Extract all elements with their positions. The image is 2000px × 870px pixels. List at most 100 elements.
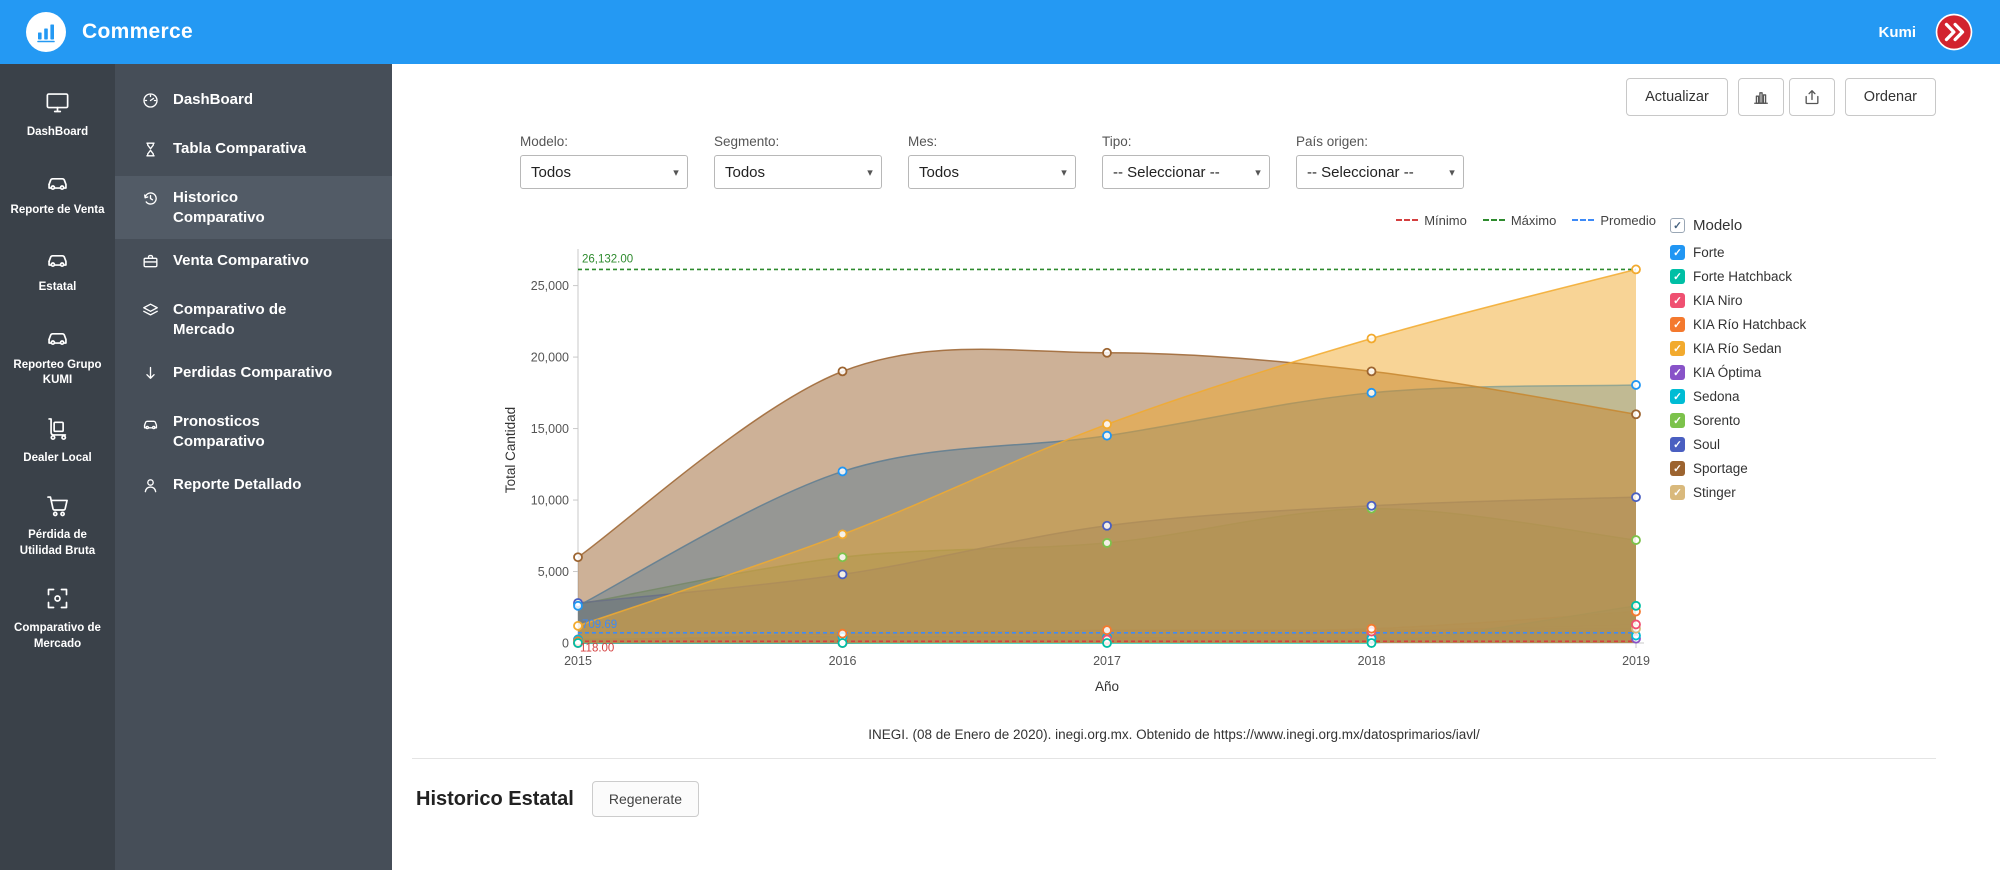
- legend-item-kia-rio-hatchback[interactable]: ✓KIA Río Hatchback: [1670, 317, 1860, 332]
- export-button[interactable]: [1789, 78, 1835, 116]
- menu-item-icon-wrap: [141, 301, 160, 325]
- user-name[interactable]: Kumi: [1879, 24, 1917, 41]
- filter-select-segmento[interactable]: Todos: [714, 155, 882, 189]
- brand-badge-icon: [1934, 12, 1974, 52]
- svg-text:2015: 2015: [564, 654, 592, 668]
- menu-item-tabla-comparativa[interactable]: Tabla Comparativa: [115, 127, 392, 176]
- legend-item-sorento[interactable]: ✓Sorento: [1670, 413, 1860, 428]
- sidebar-item-perdida-de-utilidad-bruta[interactable]: Pérdida de Utilidad Bruta: [0, 479, 115, 572]
- app-root: Commerce Kumi DashBoardReporte de VentaE…: [0, 0, 2000, 870]
- sidebar-item-label: Reporteo Grupo KUMI: [6, 358, 109, 389]
- sidebar-item-estatal[interactable]: Estatal: [0, 231, 115, 309]
- menu-item-icon-wrap: [141, 189, 160, 213]
- filter-select-mes[interactable]: Todos: [908, 155, 1076, 189]
- toolbar: Actualizar Ordenar: [412, 78, 1936, 116]
- primary-sidebar: DashBoardReporte de VentaEstatal Reporteo…: [0, 64, 115, 870]
- checkbox-checked-icon[interactable]: ✓: [1670, 485, 1685, 500]
- legend-item-soul[interactable]: ✓ Soul: [1670, 437, 1860, 452]
- actualizar-button[interactable]: Actualizar: [1626, 78, 1728, 116]
- filter-select-modelo[interactable]: Todos: [520, 155, 688, 189]
- legend-item-label: Forte Hatchback: [1693, 269, 1792, 284]
- menu-item-label: Comparativo de Mercado: [173, 300, 333, 339]
- filter-label: País origen:: [1296, 134, 1464, 149]
- bar-chart-logo-icon: [34, 20, 58, 44]
- legend-item-label: Stinger: [1693, 485, 1736, 500]
- legend-item-stinger[interactable]: ✓ Stinger: [1670, 485, 1860, 500]
- legend-item-forte[interactable]: ✓Forte: [1670, 245, 1860, 260]
- filter-label: Mes:: [908, 134, 1076, 149]
- history-icon: [141, 189, 160, 208]
- regenerate-button[interactable]: Regenerate: [592, 781, 699, 817]
- menu-item-pronosticos-comparativo[interactable]: Pronosticos Comparativo: [115, 400, 392, 463]
- legend-item-label: Soul: [1693, 437, 1720, 452]
- sidebar-item-dealer-local[interactable]: Dealer Local: [0, 402, 115, 480]
- sidebar-item-reporteo-grupo-kumi[interactable]: Reporteo Grupo KUMI: [0, 309, 115, 402]
- filter-label: Segmento:: [714, 134, 882, 149]
- legend-header[interactable]: ✓Modelo: [1670, 217, 1860, 234]
- menu-item-label: Tabla Comparativa: [173, 139, 306, 159]
- down-arrow-icon: [141, 364, 160, 383]
- legend-item-forte-hatchback[interactable]: ✓ Forte Hatchback: [1670, 269, 1860, 284]
- bar-chart-icon: [1751, 87, 1771, 107]
- legend-item-kia-niro[interactable]: ✓KIA Niro: [1670, 293, 1860, 308]
- svg-text:2019: 2019: [1622, 654, 1650, 668]
- car-icon: [141, 413, 160, 432]
- legend-item-kia-optima[interactable]: ✓ KIA Óptima: [1670, 365, 1860, 380]
- menu-item-reporte-detallado[interactable]: Reporte Detallado: [115, 463, 392, 512]
- select-wrap: -- Seleccionar --▾: [1102, 155, 1270, 189]
- sidebar-item-label: Comparativo de Mercado: [6, 621, 109, 652]
- svg-text:Año: Año: [1095, 679, 1119, 694]
- chart-main: MínimoMáximoPromedio 05,00010,00015,0002…: [500, 209, 1660, 701]
- sidebar-item-comparativo-de-mercado[interactable]: Comparativo de Mercado: [0, 572, 115, 665]
- menu-item-dashboard[interactable]: DashBoard: [115, 78, 392, 127]
- stat-legend-minimo: Mínimo: [1396, 213, 1467, 228]
- checkbox-checked-icon[interactable]: ✓: [1670, 461, 1685, 476]
- svg-text:20,000: 20,000: [531, 351, 569, 365]
- checkbox-checked-icon[interactable]: ✓: [1670, 341, 1685, 356]
- legend-item-sportage[interactable]: ✓Sportage: [1670, 461, 1860, 476]
- filter-label: Modelo:: [520, 134, 688, 149]
- person-icon: [141, 476, 160, 495]
- stat-legend-maximo: Máximo: [1483, 213, 1557, 228]
- section-title: Historico Estatal: [416, 788, 574, 811]
- checkbox-checked-icon[interactable]: ✓: [1670, 365, 1685, 380]
- chart-area: MínimoMáximoPromedio 05,00010,00015,0002…: [500, 209, 1936, 701]
- sidebar-item-reporte-de-venta[interactable]: Reporte de Venta: [0, 154, 115, 232]
- menu-item-icon-wrap: [141, 364, 160, 388]
- export-icon: [1802, 87, 1822, 107]
- legend-item-sedona[interactable]: ✓Sedona: [1670, 389, 1860, 404]
- filter-select-tipo[interactable]: -- Seleccionar --: [1102, 155, 1270, 189]
- bar-chart-button[interactable]: [1738, 78, 1784, 116]
- sidebar-item-label: Dealer Local: [23, 451, 91, 467]
- menu-item-comparativo-de-mercado[interactable]: Comparativo de Mercado: [115, 288, 392, 351]
- stat-legend-label: Mínimo: [1424, 213, 1467, 228]
- menu-item-perdidas-comparativo[interactable]: Perdidas Comparativo: [115, 351, 392, 400]
- menu-item-venta-comparativo[interactable]: Venta Comparativo: [115, 239, 392, 288]
- legend-item-label: KIA Óptima: [1693, 365, 1761, 380]
- checkbox-checked-icon[interactable]: ✓: [1670, 245, 1685, 260]
- filter-label: Tipo:: [1102, 134, 1270, 149]
- sidebar-item-dashboard[interactable]: DashBoard: [0, 76, 115, 154]
- svg-text:5,000: 5,000: [538, 565, 569, 579]
- checkbox-checked-icon[interactable]: ✓: [1670, 269, 1685, 284]
- legend-item-kia-rio-sedan[interactable]: ✓KIA Río Sedan: [1670, 341, 1860, 356]
- checkbox-checked-icon[interactable]: ✓: [1670, 317, 1685, 332]
- ordenar-button[interactable]: Ordenar: [1845, 78, 1936, 116]
- svg-text:709.69: 709.69: [582, 619, 617, 631]
- historico-comparativo-chart[interactable]: 05,00010,00015,00020,00025,0002015201620…: [500, 231, 1660, 701]
- menu-item-icon-wrap: [141, 413, 160, 437]
- checkbox-checked-icon[interactable]: ✓: [1670, 293, 1685, 308]
- menu-item-historico-comparativo[interactable]: Historico Comparativo: [115, 176, 392, 239]
- menu-item-label: Historico Comparativo: [173, 188, 333, 227]
- dashed-line-swatch: [1396, 219, 1418, 221]
- stat-legend-label: Máximo: [1511, 213, 1557, 228]
- svg-text:15,000: 15,000: [531, 422, 569, 436]
- checkbox-checked-icon[interactable]: ✓: [1670, 413, 1685, 428]
- user-avatar[interactable]: [1934, 12, 1974, 52]
- gauge-icon: [141, 91, 160, 110]
- app-logo[interactable]: [26, 12, 66, 52]
- filter-select-pais-origen[interactable]: -- Seleccionar --: [1296, 155, 1464, 189]
- checkbox-checked-icon[interactable]: ✓: [1670, 218, 1685, 233]
- checkbox-checked-icon[interactable]: ✓: [1670, 437, 1685, 452]
- checkbox-checked-icon[interactable]: ✓: [1670, 389, 1685, 404]
